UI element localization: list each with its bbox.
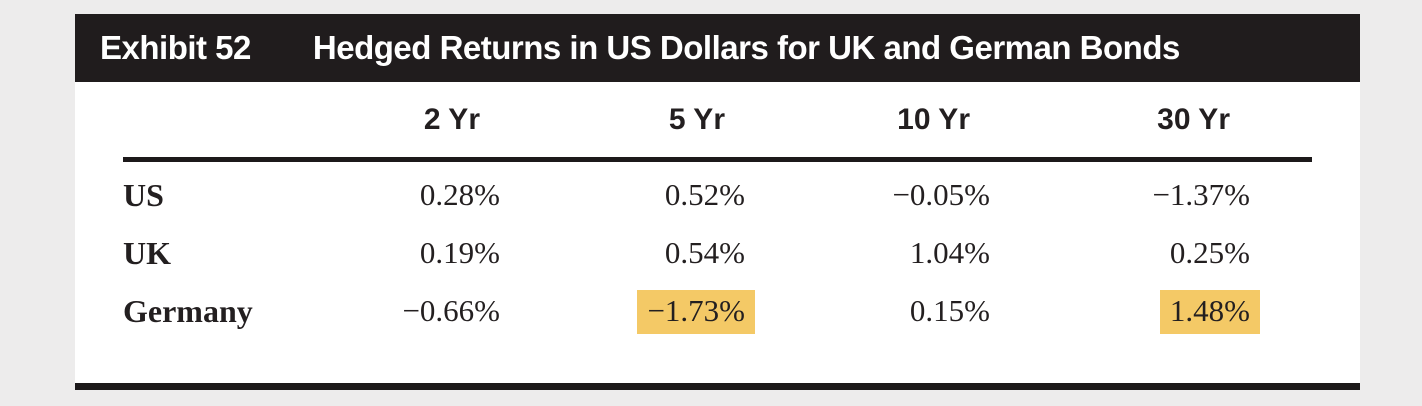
highlighted-value: −1.73% — [637, 290, 755, 334]
table-cell: −0.05% — [745, 177, 990, 213]
exhibit-title: Hedged Returns in US Dollars for UK and … — [312, 29, 1180, 66]
column-header: 2 Yr — [423, 102, 480, 136]
exhibit-title-bar: Exhibit 52 Hedged Returns in US Dollars … — [75, 14, 1360, 82]
table-cell: 0.25% — [990, 235, 1250, 271]
table-cell: 0.54% — [500, 235, 745, 271]
table-row: UK 0.19% 0.54% 1.04% 0.25% — [123, 224, 1312, 282]
value: −0.05% — [892, 177, 990, 212]
value: 0.19% — [419, 235, 500, 270]
table-cell: −1.37% — [990, 177, 1250, 213]
table-body: 2 Yr 5 Yr 10 Yr 30 Yr US 0.28% 0.52% −0.05% −1.… — [75, 82, 1360, 390]
table-cell: 1.04% — [745, 235, 990, 271]
value: 0.15% — [909, 293, 990, 328]
value: 0.54% — [664, 235, 745, 270]
table-cell: 0.52% — [500, 177, 745, 213]
table-header-row: 2 Yr 5 Yr 10 Yr 30 Yr — [123, 82, 1312, 162]
table-row: Germany −0.66% −1.73% 0.15% 1.48% — [123, 282, 1312, 340]
table-row: US 0.28% 0.52% −0.05% −1.37% — [123, 166, 1312, 224]
column-header: 10 Yr — [897, 102, 970, 136]
value: 0.28% — [419, 177, 500, 212]
value: 0.52% — [664, 177, 745, 212]
exhibit-table: Exhibit 52 Hedged Returns in US Dollars … — [75, 14, 1360, 390]
row-label: US — [123, 176, 164, 213]
table-cell: 1.48% — [990, 290, 1260, 334]
value: 1.04% — [909, 235, 990, 270]
table-cell: 0.15% — [745, 293, 990, 329]
table-cell: −1.73% — [500, 290, 755, 334]
column-header: 30 Yr — [1157, 102, 1230, 136]
highlighted-value: 1.48% — [1159, 290, 1260, 334]
row-label: Germany — [123, 292, 253, 329]
value: −0.66% — [402, 293, 500, 328]
table-cell: −0.66% — [303, 293, 500, 329]
row-label: UK — [123, 234, 171, 271]
table-rows: US 0.28% 0.52% −0.05% −1.37% UK 0.19% 0.54% 1.04… — [123, 162, 1312, 340]
value: 0.25% — [1169, 235, 1250, 270]
column-header: 5 Yr — [668, 102, 725, 136]
exhibit-number: Exhibit 52 — [100, 29, 251, 66]
table-cell: 0.19% — [303, 235, 500, 271]
value: −1.37% — [1152, 177, 1250, 212]
table-cell: 0.28% — [303, 177, 500, 213]
